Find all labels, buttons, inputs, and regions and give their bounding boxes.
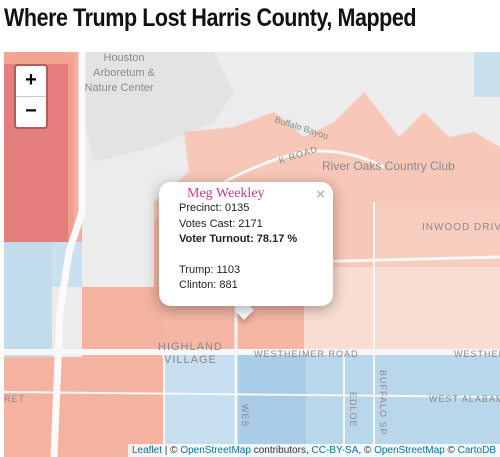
precinct-map[interactable]: Houston Arboretum & Nature Center Buffal… xyxy=(4,52,500,457)
precinct-trump-top xyxy=(4,52,74,64)
arboretum-park xyxy=(82,52,234,162)
label-buffalo-speedway: BUFFALO SP xyxy=(378,370,388,436)
cartodb-link[interactable]: CartoDB xyxy=(457,445,496,456)
precinct-clinton-topright xyxy=(474,52,500,97)
freeway-610 xyxy=(50,52,86,457)
label-arboretum-2: Arboretum & xyxy=(93,67,155,79)
page-title: Where Trump Lost Harris County, Mapped xyxy=(4,4,417,32)
zoom-out-button[interactable]: − xyxy=(25,100,37,122)
leaflet-link[interactable]: Leaflet xyxy=(131,445,162,456)
popup-precinct: Precinct: 0135 xyxy=(179,202,250,214)
label-west-alabama: WEST ALABAM xyxy=(429,394,500,404)
road-west-alabama xyxy=(4,391,500,398)
popup-precinct-judge: Meg Weekley xyxy=(187,186,265,201)
label-village: VILLAGE xyxy=(164,354,217,366)
label-arboretum-3: Nature Center xyxy=(84,82,153,94)
precinct-trump-highland xyxy=(82,287,162,357)
label-inwood: INWOOD DRIVE xyxy=(422,222,500,233)
attribution-sep1: | © xyxy=(162,445,181,456)
zoom-in-button[interactable]: + xyxy=(16,66,46,97)
precinct-trump-southwest xyxy=(4,357,164,457)
popup-spacer xyxy=(179,248,297,263)
road-inwood xyxy=(303,255,500,264)
attribution-sep2: , © xyxy=(358,445,375,456)
osm-link-2[interactable]: OpenStreetMap xyxy=(374,445,445,456)
precinct-clinton-south2 xyxy=(236,352,306,457)
attribution-contrib: contributors, xyxy=(250,445,312,456)
osm-link[interactable]: OpenStreetMap xyxy=(180,445,251,456)
precinct-trump-lightest xyxy=(304,267,500,352)
zoom-control: + − xyxy=(14,64,48,129)
label-river-oaks: River Oaks Country Club xyxy=(322,159,455,173)
label-arboretum-1: Houston xyxy=(104,52,145,64)
attribution-sep3: © xyxy=(444,445,458,456)
label-westheimer: WESTHEIMER ROAD xyxy=(254,349,359,359)
close-icon[interactable]: × xyxy=(316,186,325,203)
popup-body: Precinct: 0135 Votes Cast: 2171 Voter Tu… xyxy=(179,201,297,294)
popup-trump-votes: Trump: 1103 xyxy=(179,263,241,276)
label-wes: WES xyxy=(240,404,250,428)
popup-votes-cast: Votes Cast: 2171 xyxy=(179,217,263,230)
precinct-clinton-southwest xyxy=(164,352,234,457)
popup-turnout: Voter Turnout: 78.17 % xyxy=(179,233,298,245)
label-edloe: EDLOE xyxy=(348,392,358,428)
label-westhei: WESTHEI xyxy=(454,349,500,359)
popup-clinton-votes: Clinton: 881 xyxy=(179,279,238,291)
precinct-popup: × Meg Weekley Precinct: 0135 Votes Cast:… xyxy=(159,182,333,306)
road-oak xyxy=(198,149,385,199)
label-ret: RET xyxy=(4,394,25,404)
map-attribution: Leaflet | © OpenStreetMap contributors, … xyxy=(127,444,500,457)
label-highland: HIGHLAND xyxy=(158,341,223,353)
license-link[interactable]: CC-BY-SA xyxy=(311,445,359,456)
